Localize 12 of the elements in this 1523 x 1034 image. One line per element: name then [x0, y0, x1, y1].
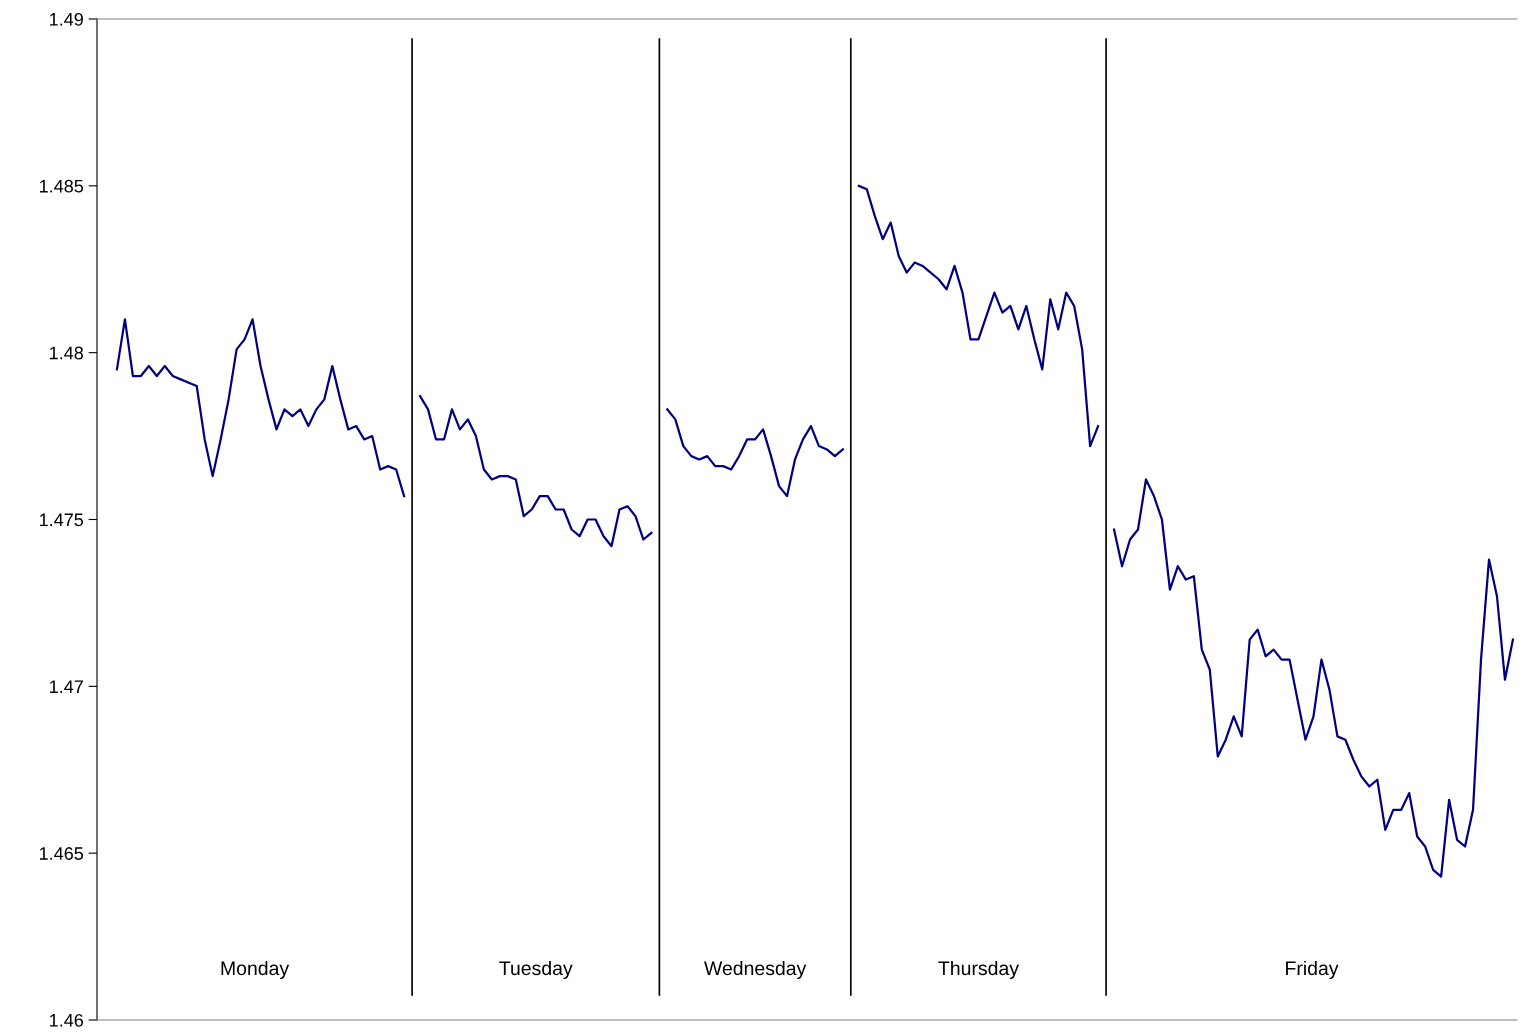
y-tick-label: 1.46 [50, 1013, 84, 1027]
y-tick-label: 1.465 [40, 847, 84, 860]
annotation: Monday [221, 960, 290, 980]
y-tick-label: 1.48 [50, 346, 84, 360]
annotation: Wednesday [704, 960, 807, 980]
y-tick-label: 1.475 [40, 513, 84, 527]
annotation: Thursday [938, 960, 1019, 980]
y-tick-label: 1.47 [50, 680, 83, 693]
y-tick-label: 1.49 [50, 12, 83, 26]
annotation: Friday [1286, 960, 1339, 980]
y-tick-label: 1.485 [40, 179, 84, 193]
annotation: Tuesday [499, 960, 573, 980]
